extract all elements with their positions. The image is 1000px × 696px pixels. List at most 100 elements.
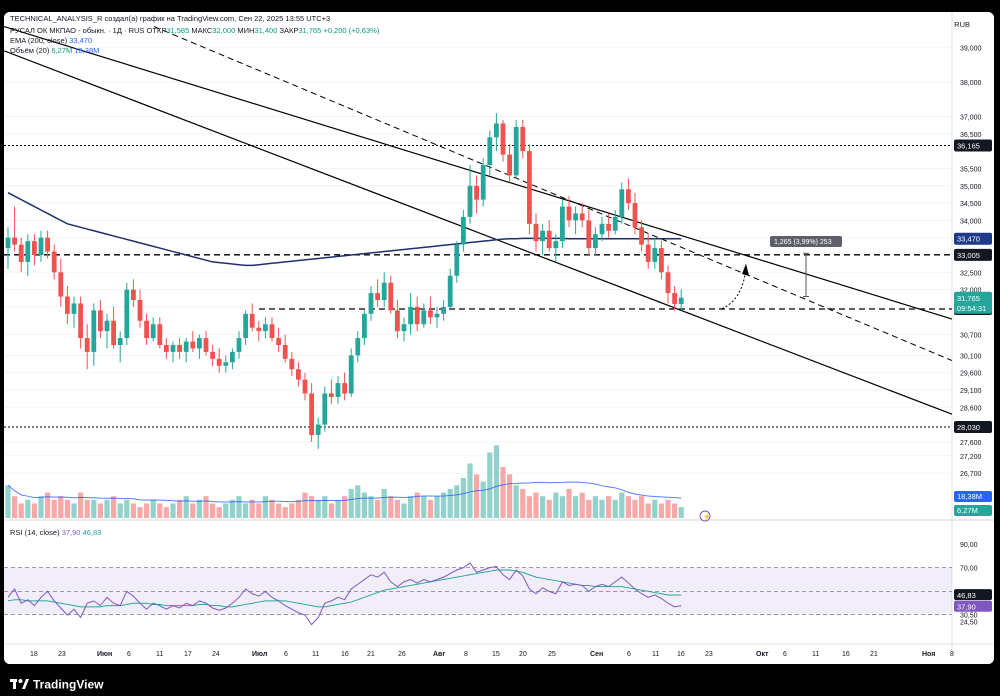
volume-bar xyxy=(480,481,486,518)
volume-bar xyxy=(276,503,282,518)
rsi-ma-value: 46,83 xyxy=(82,528,102,537)
candle-body xyxy=(381,282,387,300)
volume-bar xyxy=(665,499,671,518)
candle-body xyxy=(355,338,361,356)
volume-bar xyxy=(427,499,433,518)
y-tick-label: 27,600 xyxy=(960,440,982,447)
x-tick-label: 26 xyxy=(398,651,406,658)
price-label-bg xyxy=(954,291,992,304)
candle-body xyxy=(599,223,605,235)
candle-body xyxy=(579,213,585,221)
volume-bar xyxy=(566,488,572,518)
x-tick-label: Окт xyxy=(756,651,769,658)
volume-bar xyxy=(592,496,598,518)
volume-bar xyxy=(45,492,51,518)
volume-bar xyxy=(97,503,103,518)
candle-body xyxy=(157,324,163,345)
candle-body xyxy=(487,137,493,165)
candle-body xyxy=(329,393,334,397)
candle-body xyxy=(243,313,248,339)
candle-body xyxy=(58,272,64,297)
y-tick-label: 29,600 xyxy=(960,371,982,378)
candle-body xyxy=(507,154,512,176)
candle-body xyxy=(236,338,242,352)
volume-bar xyxy=(672,503,678,518)
candle-body xyxy=(454,244,460,276)
close-value: 31,765 xyxy=(298,26,322,35)
volume-bar xyxy=(71,503,77,518)
volume-bar xyxy=(157,503,163,518)
volume-bar xyxy=(460,478,466,518)
ema200-line xyxy=(7,192,682,267)
candle-body xyxy=(18,244,24,262)
candle-body xyxy=(546,230,552,249)
level-label: 33,005 xyxy=(957,251,980,260)
tradingview-logo-icon xyxy=(10,679,29,689)
volume-bar xyxy=(394,499,400,518)
volume-bar xyxy=(540,496,546,518)
volume-bar xyxy=(645,503,651,518)
y-tick-label: 32,000 xyxy=(960,288,982,295)
candle-body xyxy=(421,310,427,325)
candle-body xyxy=(230,351,235,363)
volume-bar xyxy=(632,499,638,518)
y-tick-label: 28,600 xyxy=(960,405,982,412)
volume-bar xyxy=(315,499,321,518)
volume-legend[interactable]: Объём (20) 6,27M 18,38M xyxy=(10,46,100,55)
rsi-line xyxy=(7,562,682,626)
arrow-head-icon xyxy=(742,263,749,276)
volume-bar xyxy=(375,499,381,518)
candle-body xyxy=(223,362,229,366)
currency-label: RUB xyxy=(954,20,970,29)
x-tick-label: 20 xyxy=(519,651,527,658)
y-tick-label: 29,100 xyxy=(960,388,982,395)
symbol-name[interactable]: РУСАЛ ОК МКПАО - обыкн. · 1Д · RUS xyxy=(10,26,145,35)
volume-bar xyxy=(355,485,361,518)
volume-bar xyxy=(573,496,579,518)
volume-bar xyxy=(38,496,44,518)
candle-body xyxy=(428,310,433,318)
volume-bar xyxy=(639,496,645,518)
x-tick-label: 21 xyxy=(367,651,375,658)
candle-body xyxy=(672,293,677,304)
candle-body xyxy=(368,293,374,314)
y-tick-label: 30,700 xyxy=(960,333,982,340)
y-tick-label: 35,500 xyxy=(960,166,982,173)
price-label: 33,470 xyxy=(957,235,980,244)
x-tick-label: 6 xyxy=(284,651,288,658)
candle-body xyxy=(573,213,578,221)
volume-bar xyxy=(243,503,249,518)
volume-tag-text: 6,27M xyxy=(957,506,978,515)
volume-bar xyxy=(269,499,275,518)
candle-body xyxy=(500,123,506,155)
volume-bar xyxy=(12,496,18,518)
candle-body xyxy=(25,241,31,262)
candle-body xyxy=(302,379,308,394)
volume-bar xyxy=(619,492,625,518)
volume-bar xyxy=(507,474,513,518)
volume-bar xyxy=(302,492,308,518)
volume-bar xyxy=(78,492,84,518)
volume-bar xyxy=(130,503,136,518)
volume-bar xyxy=(553,492,559,518)
x-tick-label: 8 xyxy=(950,651,954,658)
tradingview-logo[interactable]: TradingView xyxy=(10,676,120,692)
candle-body xyxy=(183,341,189,352)
candle-body xyxy=(32,241,37,255)
measure-label-bg xyxy=(770,235,842,247)
volume-bar xyxy=(137,507,143,518)
rsi-legend[interactable]: RSI (14, close) 37,90 46,83 xyxy=(10,528,102,537)
volume-bar xyxy=(309,496,315,518)
x-tick-label: 11 xyxy=(312,651,319,658)
volume-bar xyxy=(328,503,334,518)
ema-legend[interactable]: EMA (200, close) 33,470 xyxy=(10,36,93,45)
candle-body xyxy=(269,324,275,339)
candle-body xyxy=(408,306,413,325)
y-tick-label: 34,500 xyxy=(960,201,982,208)
price-label-bg xyxy=(954,232,992,245)
volume-bar xyxy=(546,499,552,518)
rsi-tag xyxy=(954,600,992,612)
rsi-tick-label: 70,00 xyxy=(960,566,978,573)
candle-body xyxy=(263,324,268,332)
